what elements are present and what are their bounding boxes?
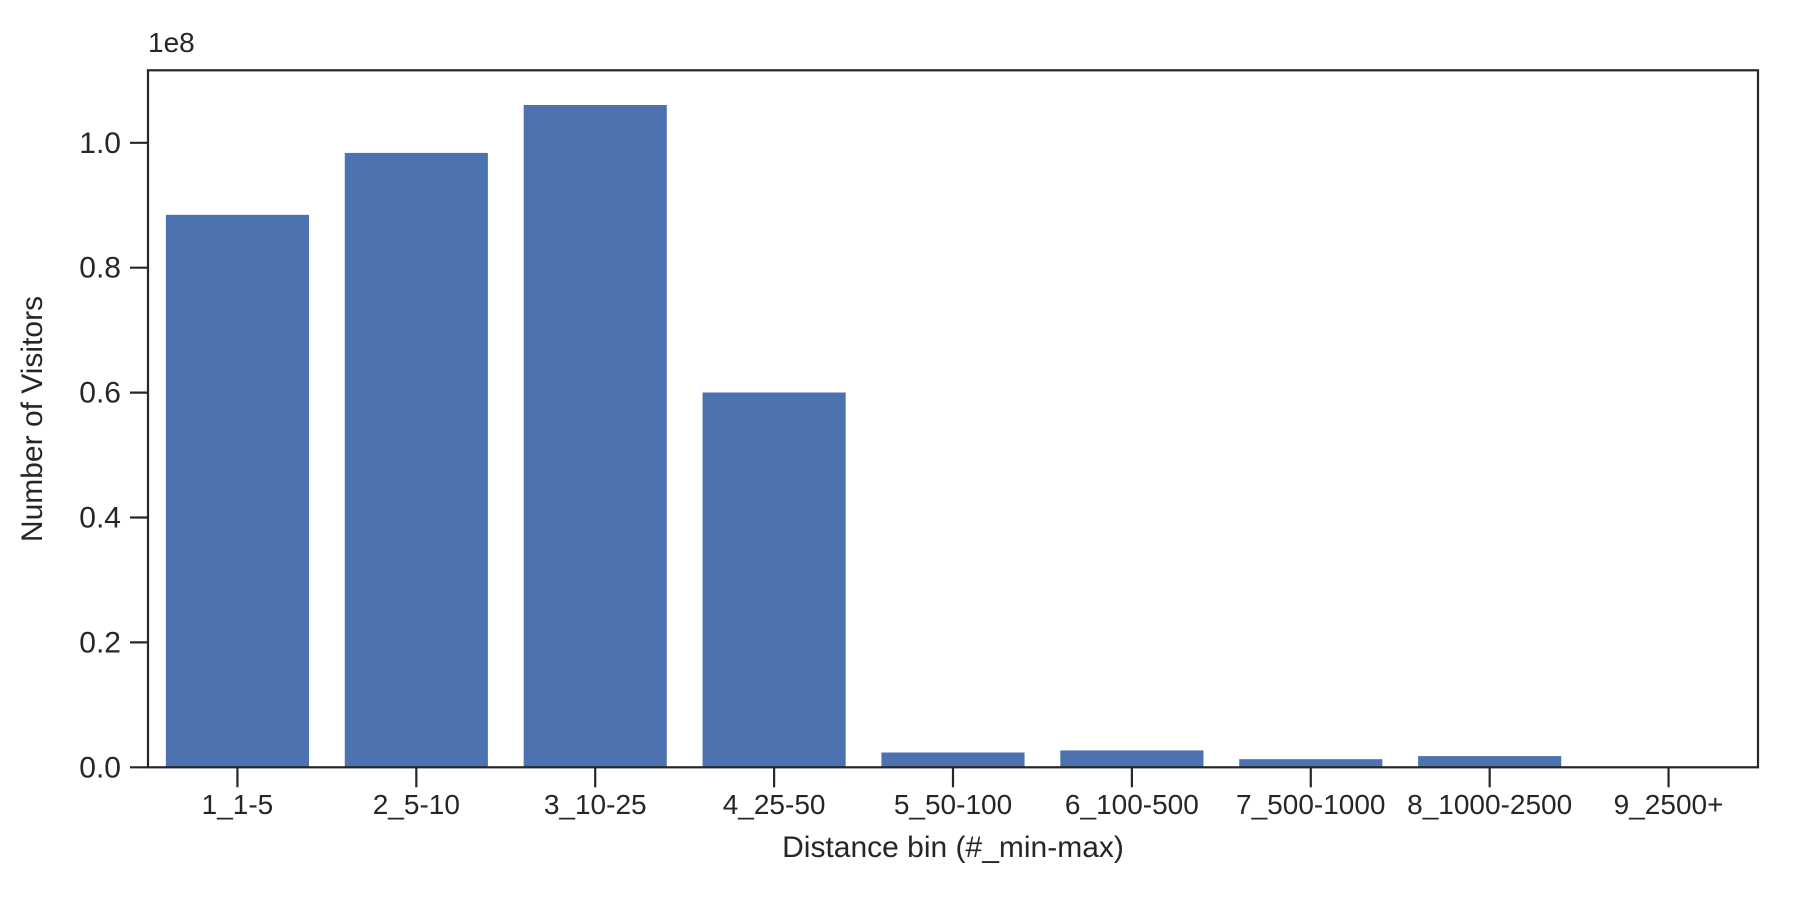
svg-text:0.2: 0.2 <box>79 626 121 659</box>
svg-text:0.4: 0.4 <box>79 502 121 535</box>
svg-text:8_1000-2500: 8_1000-2500 <box>1407 789 1572 820</box>
svg-text:1_1-5: 1_1-5 <box>202 789 274 820</box>
svg-text:2_5-10: 2_5-10 <box>373 789 460 820</box>
svg-text:Number of Visitors: Number of Visitors <box>16 296 49 542</box>
svg-text:9_2500+: 9_2500+ <box>1614 789 1724 820</box>
svg-text:1e8: 1e8 <box>148 27 195 58</box>
svg-text:7_500-1000: 7_500-1000 <box>1236 789 1385 820</box>
svg-text:Distance bin (#_min-max): Distance bin (#_min-max) <box>782 831 1124 864</box>
svg-text:4_25-50: 4_25-50 <box>723 789 826 820</box>
svg-text:0.0: 0.0 <box>79 751 121 784</box>
svg-text:0.8: 0.8 <box>79 252 121 285</box>
svg-text:5_50-100: 5_50-100 <box>894 789 1012 820</box>
svg-text:6_100-500: 6_100-500 <box>1065 789 1199 820</box>
svg-text:3_10-25: 3_10-25 <box>544 789 647 820</box>
svg-text:0.6: 0.6 <box>79 377 121 410</box>
svg-text:1.0: 1.0 <box>79 127 121 160</box>
